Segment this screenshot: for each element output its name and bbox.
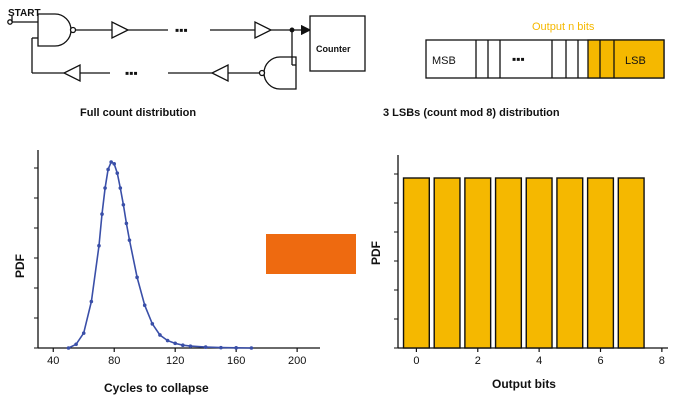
- data-point: [97, 243, 101, 248]
- buffer-top-1-icon: [111, 20, 130, 40]
- bar: [494, 177, 523, 349]
- x-tick-label: 6: [597, 355, 603, 367]
- right-chart-title: 3 LSBs (count mod 8) distribution: [383, 107, 560, 119]
- ellipsis-bottom: ▪▪▪: [125, 66, 138, 80]
- bar: [556, 177, 584, 349]
- x-tick-label: 2: [475, 355, 481, 367]
- start-label: START: [8, 8, 41, 19]
- data-point: [118, 186, 123, 190]
- right-y-ticks: [394, 173, 398, 349]
- data-point: [74, 342, 78, 347]
- data-point: [219, 345, 223, 350]
- left-x-label: Cycles to collapse: [104, 381, 209, 395]
- msb-label: MSB: [432, 55, 456, 67]
- x-tick-label: 4: [536, 355, 542, 367]
- lsb-distribution-chart: 0 2 4 6 8 PDF Output bits: [369, 155, 668, 391]
- buffer-bottom-1-icon: [210, 63, 229, 83]
- data-point: [181, 343, 185, 348]
- register-lsb-region: [587, 39, 665, 79]
- data-point: [109, 160, 113, 164]
- left-y-ticks: [34, 167, 38, 349]
- x-tick-label: 8: [659, 355, 665, 367]
- left-y-label: PDF: [13, 254, 27, 278]
- x-tick-label: 80: [108, 355, 120, 367]
- register-ellipsis: ▪▪▪: [512, 52, 525, 66]
- bar: [586, 177, 615, 349]
- data-point: [124, 221, 129, 226]
- ellipsis-top: ▪▪▪: [175, 23, 188, 37]
- data-point: [142, 303, 147, 308]
- data-point: [112, 162, 117, 166]
- full-count-chart: 40 80 120 160 200 PDF Cycles to collapse: [13, 150, 320, 395]
- data-point: [234, 346, 238, 350]
- ring-oscillator-circuit: START ▪▪▪ ▪▪▪ Counter: [7, 8, 366, 90]
- data-point: [188, 344, 193, 348]
- x-tick-label: 0: [413, 355, 419, 367]
- left-x-ticks: 40 80 120 160 200: [47, 348, 306, 367]
- data-point: [203, 345, 208, 349]
- bar: [617, 177, 645, 349]
- right-x-ticks: 0 2 4 6 8: [413, 348, 665, 367]
- lsb-label: LSB: [625, 55, 646, 67]
- data-point: [89, 299, 94, 304]
- right-y-label: PDF: [369, 241, 383, 265]
- data-point: [249, 346, 254, 350]
- bars: [402, 177, 645, 349]
- data-point: [127, 238, 132, 242]
- x-tick-label: 40: [47, 355, 59, 367]
- data-point: [173, 341, 177, 346]
- data-point: [158, 333, 162, 337]
- data-point: [100, 212, 104, 216]
- buffer-top-2-icon: [254, 20, 273, 40]
- nand-bubble-bottom: [258, 69, 266, 77]
- left-chart-title: Full count distribution: [80, 107, 196, 119]
- buffer-bottom-2-icon: [62, 63, 81, 83]
- bar: [525, 177, 553, 349]
- nand-gate-bottom-icon: [263, 56, 297, 90]
- output-bits-label: Output n bits: [532, 21, 595, 33]
- right-x-label: Output bits: [492, 377, 556, 391]
- data-point: [121, 202, 126, 207]
- bar: [464, 177, 492, 349]
- nand-gate-top-icon: [37, 13, 72, 47]
- counter-label: Counter: [316, 44, 351, 54]
- nand-bubble-top: [69, 26, 77, 34]
- bar: [433, 177, 461, 349]
- bar: [402, 177, 430, 349]
- data-point: [106, 167, 110, 172]
- data-point: [135, 275, 139, 280]
- data-point: [81, 331, 86, 335]
- junction-dot: [289, 27, 295, 33]
- data-point: [165, 338, 170, 343]
- data-point: [150, 322, 155, 326]
- data-point: [66, 346, 71, 350]
- series-line: [68, 160, 252, 349]
- x-tick-label: 160: [227, 355, 245, 367]
- transform-arrow-block: [266, 234, 356, 274]
- x-tick-label: 200: [288, 355, 306, 367]
- data-point: [115, 171, 120, 175]
- counter-box: [309, 15, 366, 72]
- x-tick-label: 120: [166, 355, 184, 367]
- series-points: [66, 160, 254, 350]
- output-register: Output n bits MSB ▪▪▪ LSB: [425, 21, 665, 79]
- data-point: [103, 186, 107, 190]
